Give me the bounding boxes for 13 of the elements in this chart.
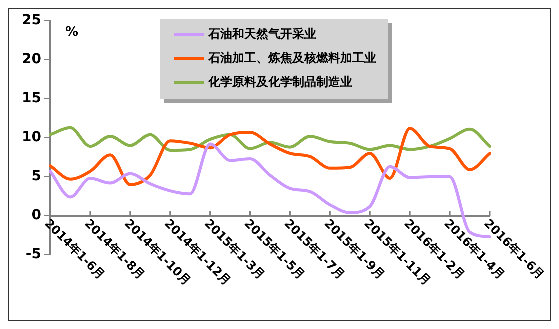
line-series: [48, 127, 492, 186]
legend-label: 化学原料及化学制品制造业: [207, 75, 352, 90]
legend-label: 石油和天然气开采业: [207, 27, 316, 42]
y-tick-label: -5: [26, 246, 42, 263]
line-series: [48, 126, 492, 152]
y-tick-label: 25: [22, 12, 42, 29]
y-tick-label: 15: [22, 90, 42, 107]
y-tick-label: 20: [22, 52, 42, 68]
y-axis-title: %: [65, 24, 79, 40]
y-tick-label: 5: [32, 168, 42, 185]
y-tick-label: 0: [32, 208, 42, 224]
y-tick-label: 10: [22, 130, 42, 146]
legend-label: 石油加工、炼焦及核燃料加工业: [207, 51, 376, 66]
